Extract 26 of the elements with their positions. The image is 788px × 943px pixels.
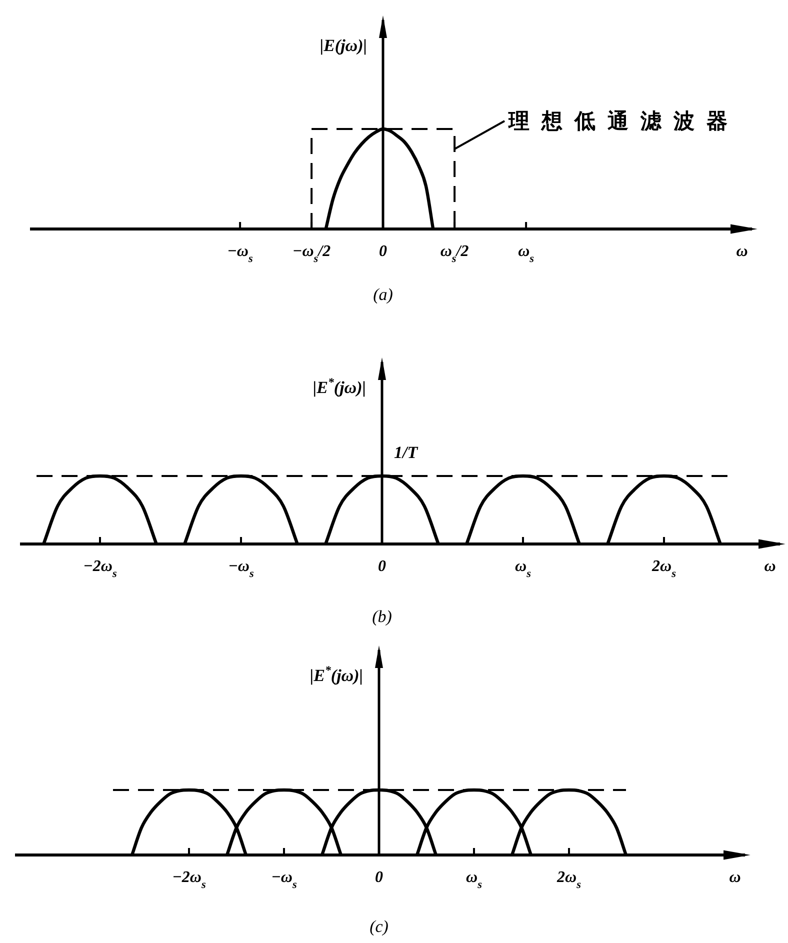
ref-line-label: 1/T xyxy=(394,443,418,462)
y-axis-title: |E$^{*}$(jω)| xyxy=(312,375,366,397)
x-tick-label: ω$_{s}$ xyxy=(518,243,535,265)
x-axis-title: ω xyxy=(736,243,748,260)
y-axis-title: |E(jω)| xyxy=(320,36,367,55)
x-tick-label: 2ω$_{s}$ xyxy=(556,869,582,891)
x-axis-title: ω xyxy=(729,869,741,886)
x-tick-label: ω$_{s}$/2 xyxy=(440,243,469,265)
x-tick-label: −ω$_{s}$/2 xyxy=(292,243,331,265)
x-tick-label: −2ω$_{s}$ xyxy=(83,558,118,580)
legend-label: 理想低通滤波器 xyxy=(508,110,740,133)
x-tick-label: ω$_{s}$ xyxy=(466,869,483,891)
x-tick-label: −2ω$_{s}$ xyxy=(172,869,206,891)
x-axis-title: ω xyxy=(764,558,776,575)
x-tick-label: 0 xyxy=(375,869,383,886)
x-tick-label: 0 xyxy=(379,243,388,260)
x-tick-label: 2ω$_{s}$ xyxy=(651,558,677,580)
x-tick-label: −ω$_{s}$ xyxy=(271,869,298,891)
text: (b) xyxy=(372,607,392,626)
x-tick-label: ω$_{s}$ xyxy=(515,558,532,580)
x-tick-label: 0 xyxy=(378,558,386,575)
text: (c) xyxy=(370,917,389,936)
x-tick-label: −ω$_{s}$ xyxy=(228,558,254,580)
x-tick-label: −ω$_{s}$ xyxy=(227,243,254,265)
text: (a) xyxy=(373,285,394,304)
y-axis-title: |E$^{*}$(jω)| xyxy=(310,663,363,685)
